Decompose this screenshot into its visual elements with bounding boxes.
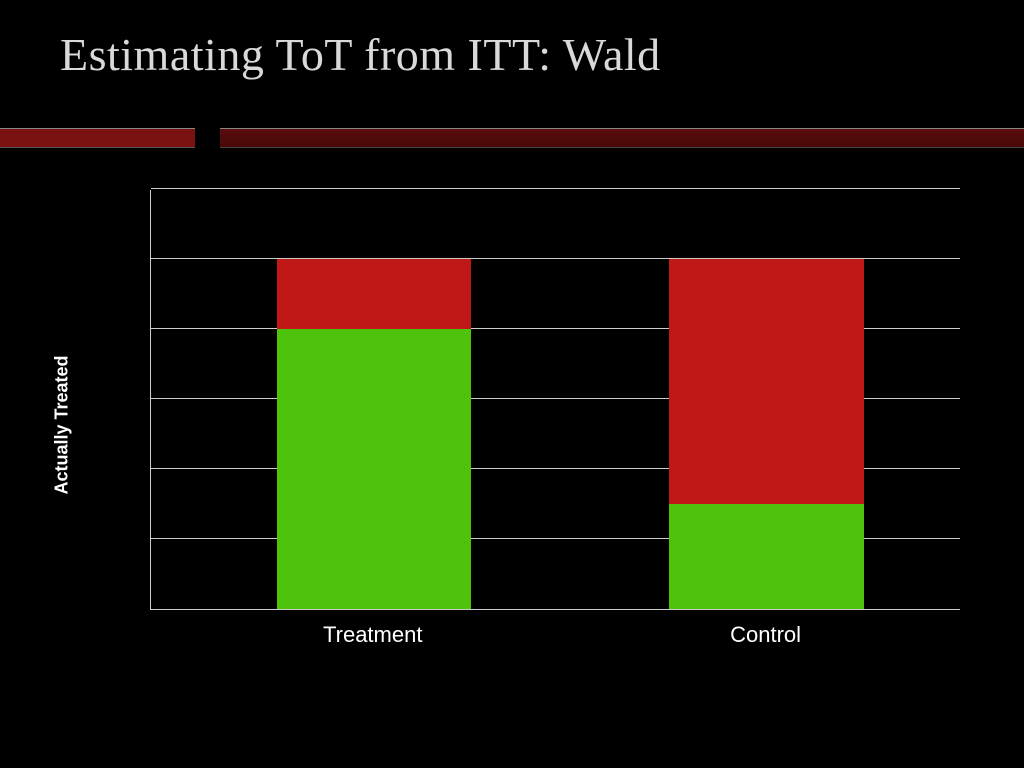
divider-left-segment bbox=[0, 128, 195, 148]
bar-group bbox=[669, 189, 863, 609]
x-tick-label: Control bbox=[686, 622, 846, 648]
chart-container: Actually Treated TreatmentControl bbox=[90, 190, 960, 660]
slide-title: Estimating ToT from ITT: Wald bbox=[60, 28, 661, 81]
bar-segment-not-treated bbox=[277, 259, 471, 329]
divider-right-segment bbox=[220, 128, 1024, 148]
bar-segment-treated bbox=[669, 504, 863, 609]
chart-plot-area bbox=[150, 190, 960, 610]
y-axis-label: Actually Treated bbox=[52, 355, 73, 494]
bar-segment-not-treated bbox=[669, 259, 863, 504]
x-tick-label: Treatment bbox=[293, 622, 453, 648]
bar-segment-treated bbox=[277, 329, 471, 609]
title-divider bbox=[0, 128, 1024, 148]
bar-group bbox=[277, 189, 471, 609]
